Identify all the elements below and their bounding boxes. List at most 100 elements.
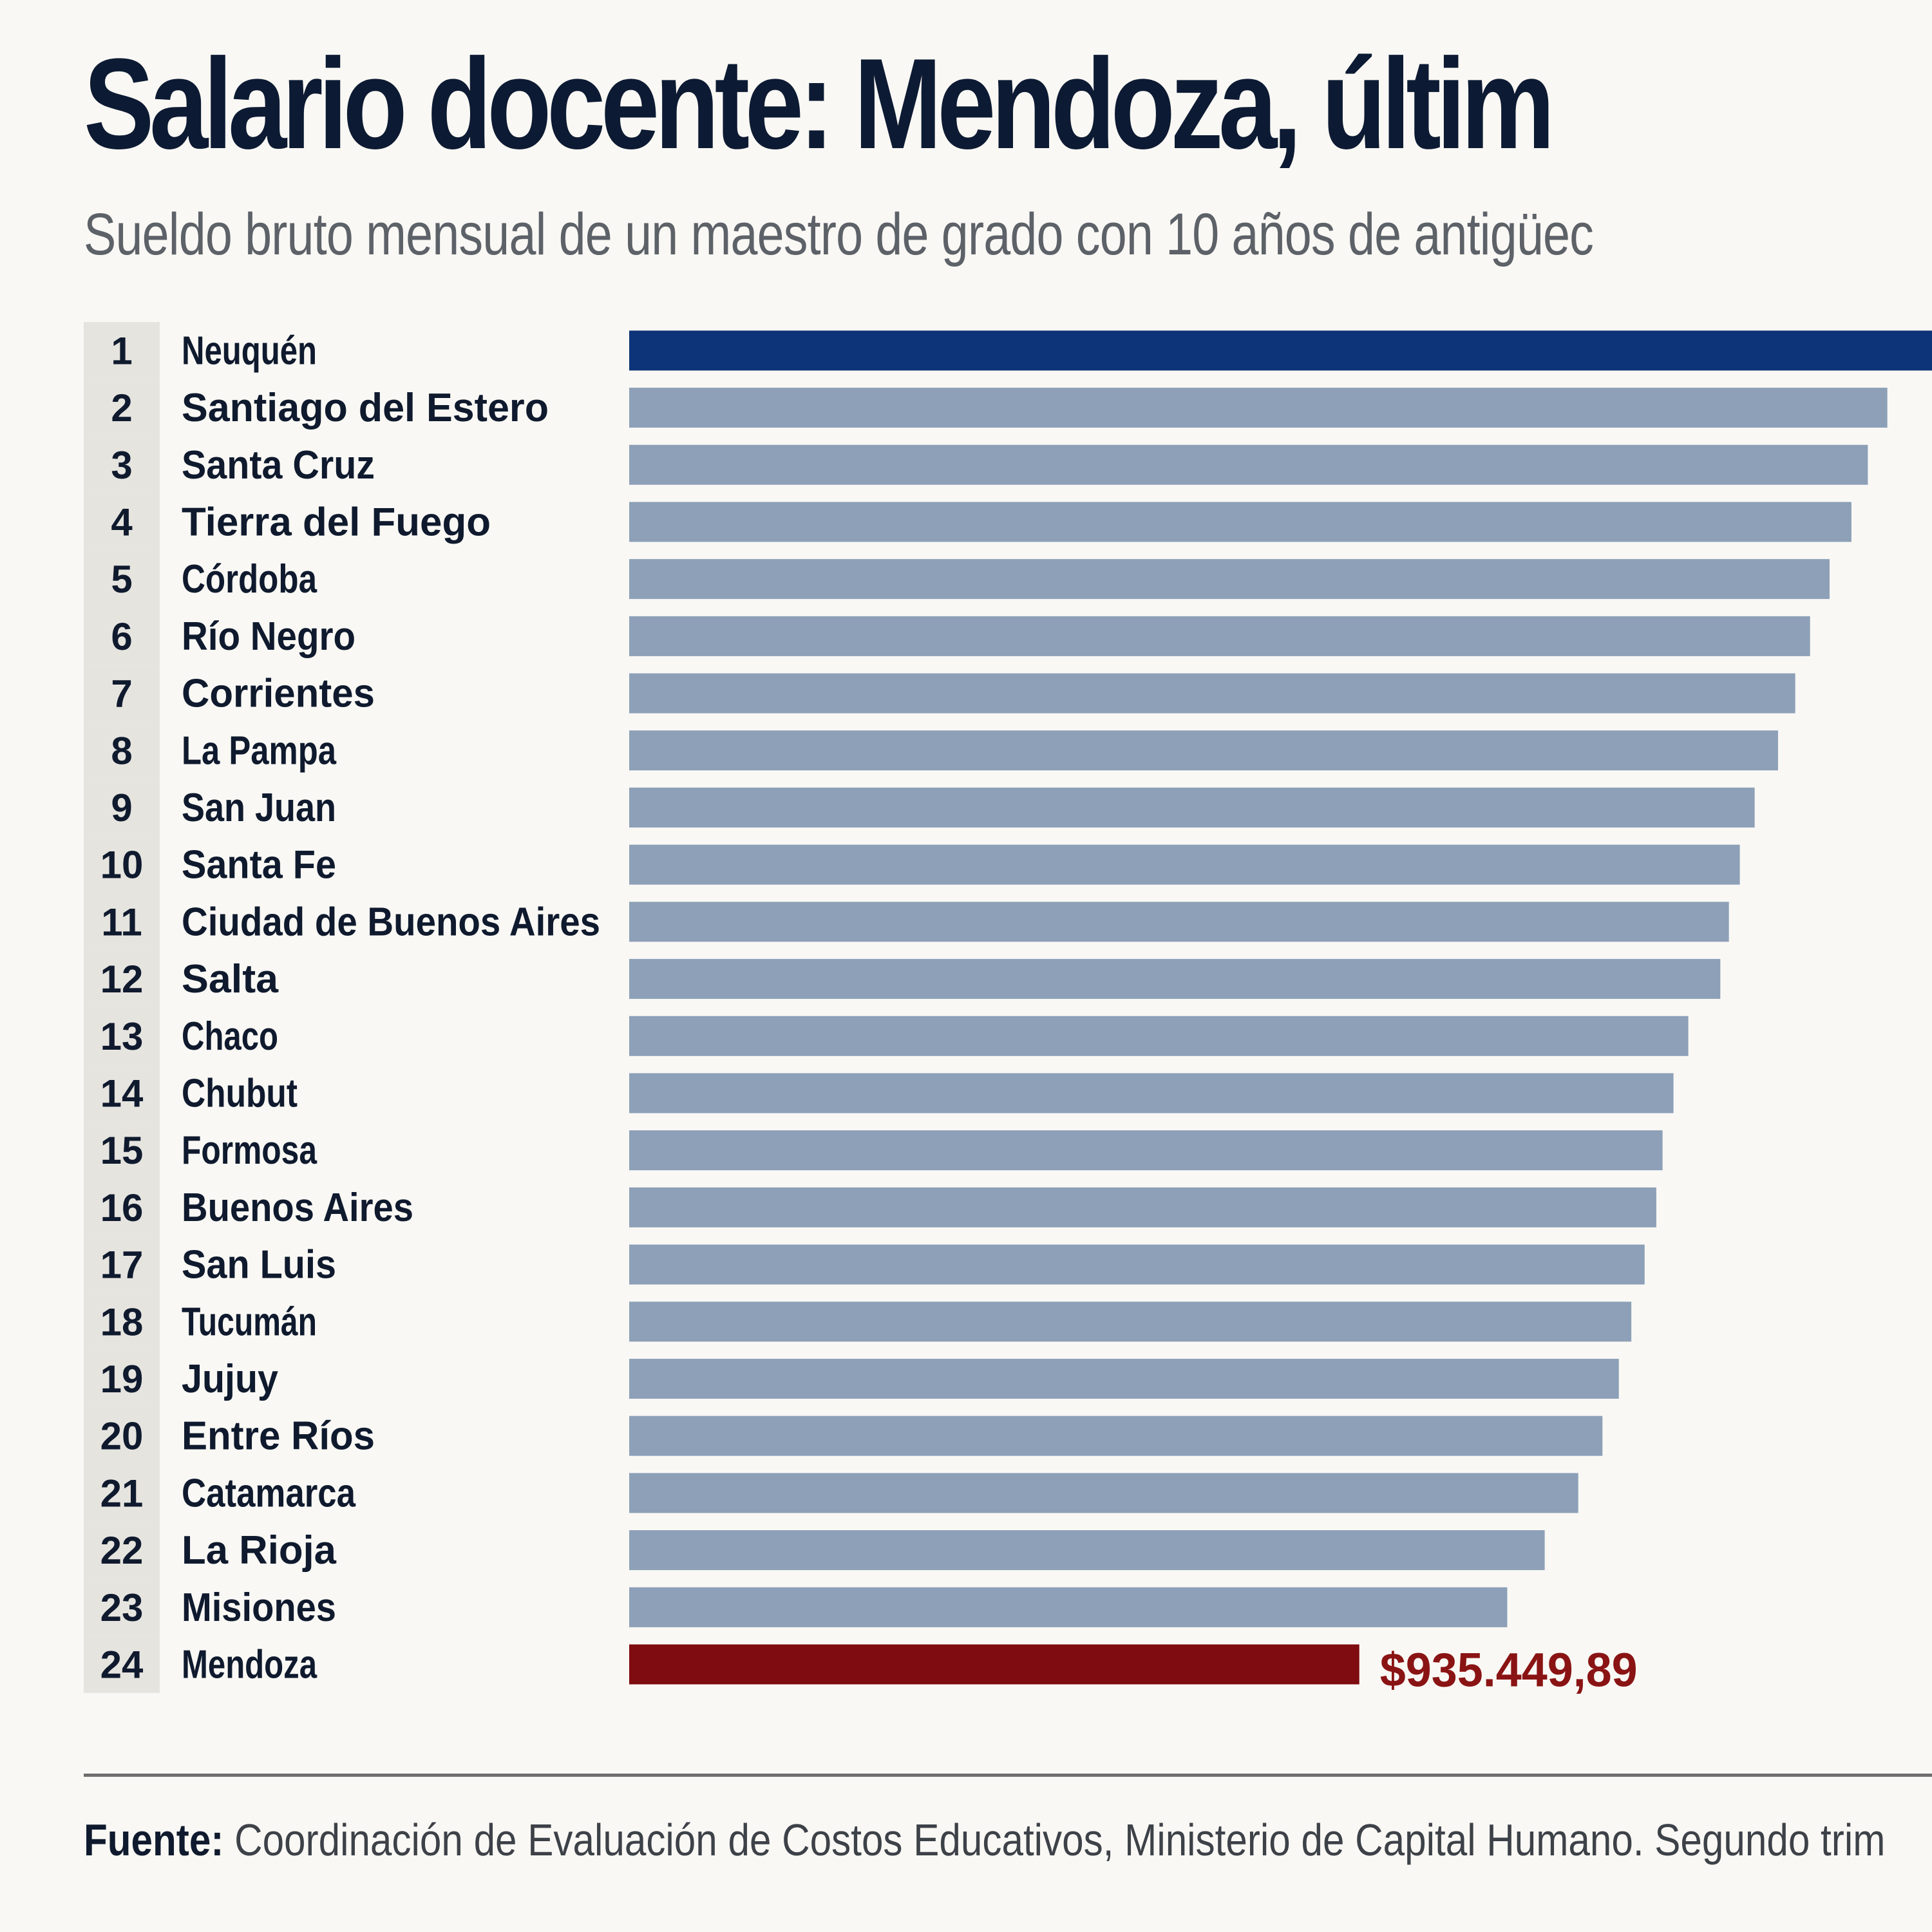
rank-label: 8 [111,729,132,772]
rank-cell [84,1236,160,1293]
rank-cell [84,1578,160,1636]
rank-label: 7 [111,672,132,715]
rank-cell [84,665,160,722]
rank-label: 10 [100,844,144,887]
rank-label: 23 [100,1586,144,1629]
bar [629,844,1740,885]
bar [629,1302,1632,1342]
category-label: Tucumán [182,1300,317,1344]
category-label: Catamarca [182,1471,355,1515]
rank-cell [84,836,160,893]
rank-cell [84,607,160,665]
rank-cell [84,1179,160,1236]
category-label: Chaco [182,1014,278,1059]
source-text: Coordinación de Evaluación de Costos Edu… [223,1815,1886,1865]
rank-cell [84,1121,160,1179]
rank-cell [84,893,160,951]
rank-cell [84,1007,160,1065]
bar-chart: 1 Neuquén 2 Santiago del Estero 3 Santa Cruz 4… [84,322,1932,1696]
rank-cell [84,1407,160,1464]
rank-label: 12 [100,958,144,1001]
category-label: Río Negro [182,614,355,659]
rank-label: 11 [101,900,142,943]
category-label: La Rioja [182,1528,337,1573]
rank-cell [84,1464,160,1522]
category-label: Santa Fe [182,843,336,887]
rank-label: 5 [111,558,132,601]
category-label: Jujuy [182,1357,278,1401]
rank-cell [84,721,160,779]
bar [629,902,1729,942]
bar [629,730,1778,771]
rank-label: 21 [100,1472,144,1515]
bar [629,616,1810,656]
rank-cell [84,379,160,437]
rank-label: 2 [111,386,132,430]
bar [629,1130,1663,1171]
category-label: San Luis [182,1243,336,1287]
bar [629,388,1888,428]
rank-label: 18 [100,1300,144,1343]
chart-title: Salario docente: Mendoza, últim [84,32,1555,176]
rank-cell [84,1293,160,1350]
rank-label: 9 [111,786,132,829]
category-label: Buenos Aires [182,1186,413,1230]
rank-cell [84,1636,160,1693]
category-label: San Juan [182,786,336,830]
bar [629,330,1932,371]
rank-cell [84,779,160,837]
category-label: Córdoba [182,557,317,601]
rank-cell [84,550,160,608]
rank-cell [84,436,160,494]
bar [629,1187,1656,1227]
rank-label: 22 [100,1529,144,1572]
rank-cell [84,1521,160,1579]
bar [629,559,1830,600]
bar [629,959,1721,999]
bar [629,1416,1603,1456]
category-label: Santiago del Estero [182,386,549,430]
bar [629,673,1795,714]
category-label: Entre Ríos [182,1414,375,1459]
rank-label: 16 [100,1186,144,1229]
rank-label: 6 [111,615,132,658]
rank-cell [84,322,160,379]
bar [629,1244,1645,1285]
bar [629,1473,1578,1513]
chart-subtitle: Sueldo bruto mensual de un maestro de gr… [84,202,1594,267]
bar [629,1530,1545,1571]
bar [629,1587,1508,1627]
rank-label: 1 [111,329,132,372]
category-label: La Pampa [182,728,336,773]
bar [629,1358,1619,1399]
rank-label: 19 [100,1358,144,1401]
value-label: $935.449,89 [1380,1643,1638,1696]
source-label: Fuente: [84,1815,224,1865]
rank-label: 13 [100,1015,144,1058]
rank-label: 3 [111,444,132,487]
category-label: Tierra del Fuego [182,500,491,544]
rank-label: 15 [100,1129,144,1172]
category-label: Neuquén [182,328,317,373]
rank-label: 17 [100,1244,144,1287]
bar [629,787,1755,828]
category-label: Salta [182,957,279,1001]
category-label: Chubut [182,1071,298,1115]
category-label: Formosa [182,1128,317,1173]
bar [629,1644,1359,1685]
category-label: Ciudad de Buenos Aires [182,900,600,944]
footer-divider [84,1774,1932,1777]
category-label: Santa Cruz [182,443,375,488]
source-note: Fuente: Coordinación de Evaluación de Co… [84,1817,1885,1862]
rank-cell [84,1065,160,1122]
rank-cell [84,1350,160,1408]
category-label: Misiones [182,1586,336,1630]
rank-label: 14 [100,1072,144,1115]
rank-label: 24 [100,1643,144,1686]
bar [629,444,1868,485]
rank-cell [84,493,160,551]
bar [629,1073,1674,1113]
category-label: Corrientes [182,672,375,716]
rank-label: 4 [111,500,133,544]
bar [629,1016,1689,1056]
